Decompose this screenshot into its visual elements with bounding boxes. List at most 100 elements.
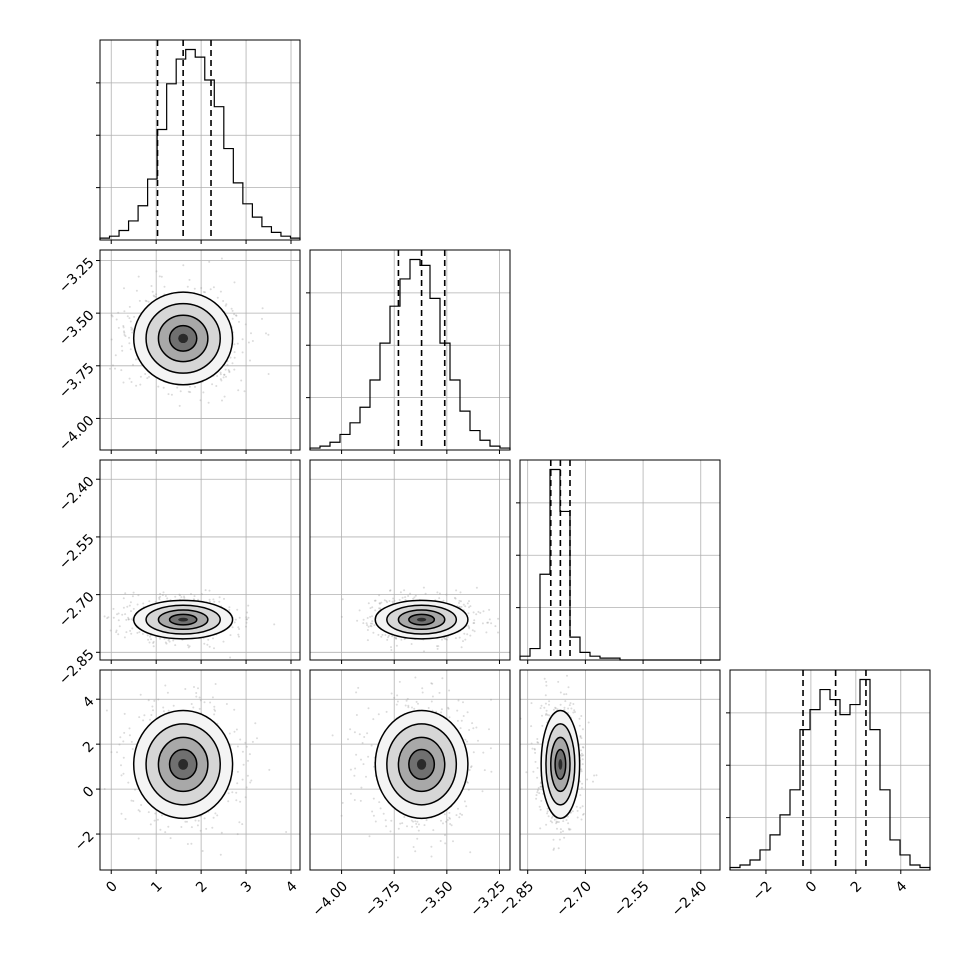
- sample-point: [355, 691, 358, 694]
- sample-point: [581, 805, 584, 808]
- sample-point: [123, 330, 125, 333]
- sample-point: [357, 686, 360, 689]
- sample-point: [199, 699, 202, 702]
- y-tick-label: −2.85: [56, 647, 98, 689]
- sample-point: [186, 644, 189, 647]
- sample-point: [147, 811, 150, 814]
- sample-point: [130, 381, 133, 383]
- sample-point: [127, 616, 130, 619]
- sample-point: [553, 818, 556, 821]
- sample-point: [147, 638, 150, 641]
- sample-point: [221, 399, 223, 402]
- sample-point: [238, 821, 241, 824]
- sample-point: [180, 826, 183, 828]
- sample-point: [464, 605, 467, 608]
- x-tick-label: 3: [238, 878, 256, 896]
- contour-line: [132, 291, 234, 386]
- sample-point: [216, 375, 219, 377]
- sample-point: [179, 594, 182, 597]
- sample-point: [559, 831, 562, 834]
- sample-point: [414, 850, 417, 853]
- sample-point: [533, 747, 536, 750]
- sample-point: [168, 640, 171, 643]
- sample-point: [412, 820, 415, 823]
- sample-point: [411, 666, 413, 668]
- axes-frame: [309, 249, 511, 451]
- sample-point: [213, 708, 216, 711]
- sample-point: [245, 618, 248, 621]
- sample-point: [574, 711, 576, 713]
- sample-point: [440, 711, 443, 714]
- sample-point: [341, 801, 344, 804]
- sample-point: [131, 748, 134, 750]
- sample-point: [436, 645, 438, 648]
- sample-point: [403, 638, 406, 641]
- sample-point: [212, 286, 215, 289]
- sample-point: [176, 386, 179, 389]
- sample-point: [138, 631, 141, 634]
- sample-point: [208, 589, 211, 592]
- x-tick-label: −2.70: [553, 878, 595, 920]
- sample-point: [556, 827, 558, 830]
- sample-point: [401, 822, 404, 825]
- sample-point: [385, 600, 388, 602]
- sample-point: [138, 226, 140, 228]
- sample-point: [223, 597, 225, 600]
- sample-point: [147, 300, 150, 303]
- sample-point: [132, 800, 135, 802]
- y-tick-label: −2: [72, 828, 98, 854]
- sample-point: [127, 618, 130, 621]
- x-tick-label: −2.40: [669, 878, 711, 920]
- sample-point: [123, 331, 126, 334]
- sample-point: [144, 299, 147, 302]
- grid-lines: [100, 460, 300, 660]
- sample-point: [581, 758, 584, 761]
- sample-point: [379, 807, 382, 810]
- sample-point: [373, 599, 376, 602]
- sample-point: [386, 601, 389, 604]
- sample-point: [239, 800, 242, 803]
- sample-point: [407, 706, 410, 709]
- sample-point: [131, 327, 134, 330]
- sample-point: [543, 706, 546, 709]
- sample-point: [494, 625, 497, 628]
- sample-point: [374, 599, 377, 602]
- sample-point: [443, 813, 446, 816]
- sample-point: [393, 696, 396, 699]
- y-tick-label: 0: [80, 783, 98, 801]
- sample-point: [331, 734, 334, 737]
- sample-point: [411, 825, 414, 828]
- sample-point: [538, 792, 541, 795]
- sample-point: [120, 345, 123, 348]
- sample-point: [547, 815, 550, 818]
- sample-point: [593, 774, 596, 777]
- sample-point: [367, 602, 370, 605]
- sample-point: [469, 605, 472, 608]
- sample-point: [142, 719, 145, 722]
- sample-point: [562, 830, 564, 833]
- sample-point: [214, 709, 217, 712]
- sample-point: [201, 850, 204, 852]
- sample-point: [565, 693, 568, 696]
- sample-point: [362, 618, 365, 621]
- sample-point: [120, 812, 123, 815]
- sample-point: [209, 701, 212, 704]
- sample-point: [115, 318, 118, 321]
- sample-point: [404, 704, 407, 707]
- sample-point: [167, 709, 170, 712]
- sample-point: [211, 826, 214, 829]
- sample-point: [234, 618, 237, 621]
- sample-point: [194, 385, 196, 388]
- sample-point: [421, 691, 424, 694]
- sample-point: [225, 303, 228, 306]
- sample-point: [248, 753, 251, 756]
- sample-point: [149, 635, 151, 638]
- sample-point: [394, 636, 397, 639]
- sample-point: [392, 597, 395, 600]
- sample-point: [578, 717, 581, 720]
- sample-point: [169, 837, 172, 840]
- sample-point: [539, 707, 542, 710]
- sample-point: [372, 797, 375, 800]
- sample-point: [468, 626, 471, 629]
- sample-point: [180, 596, 183, 599]
